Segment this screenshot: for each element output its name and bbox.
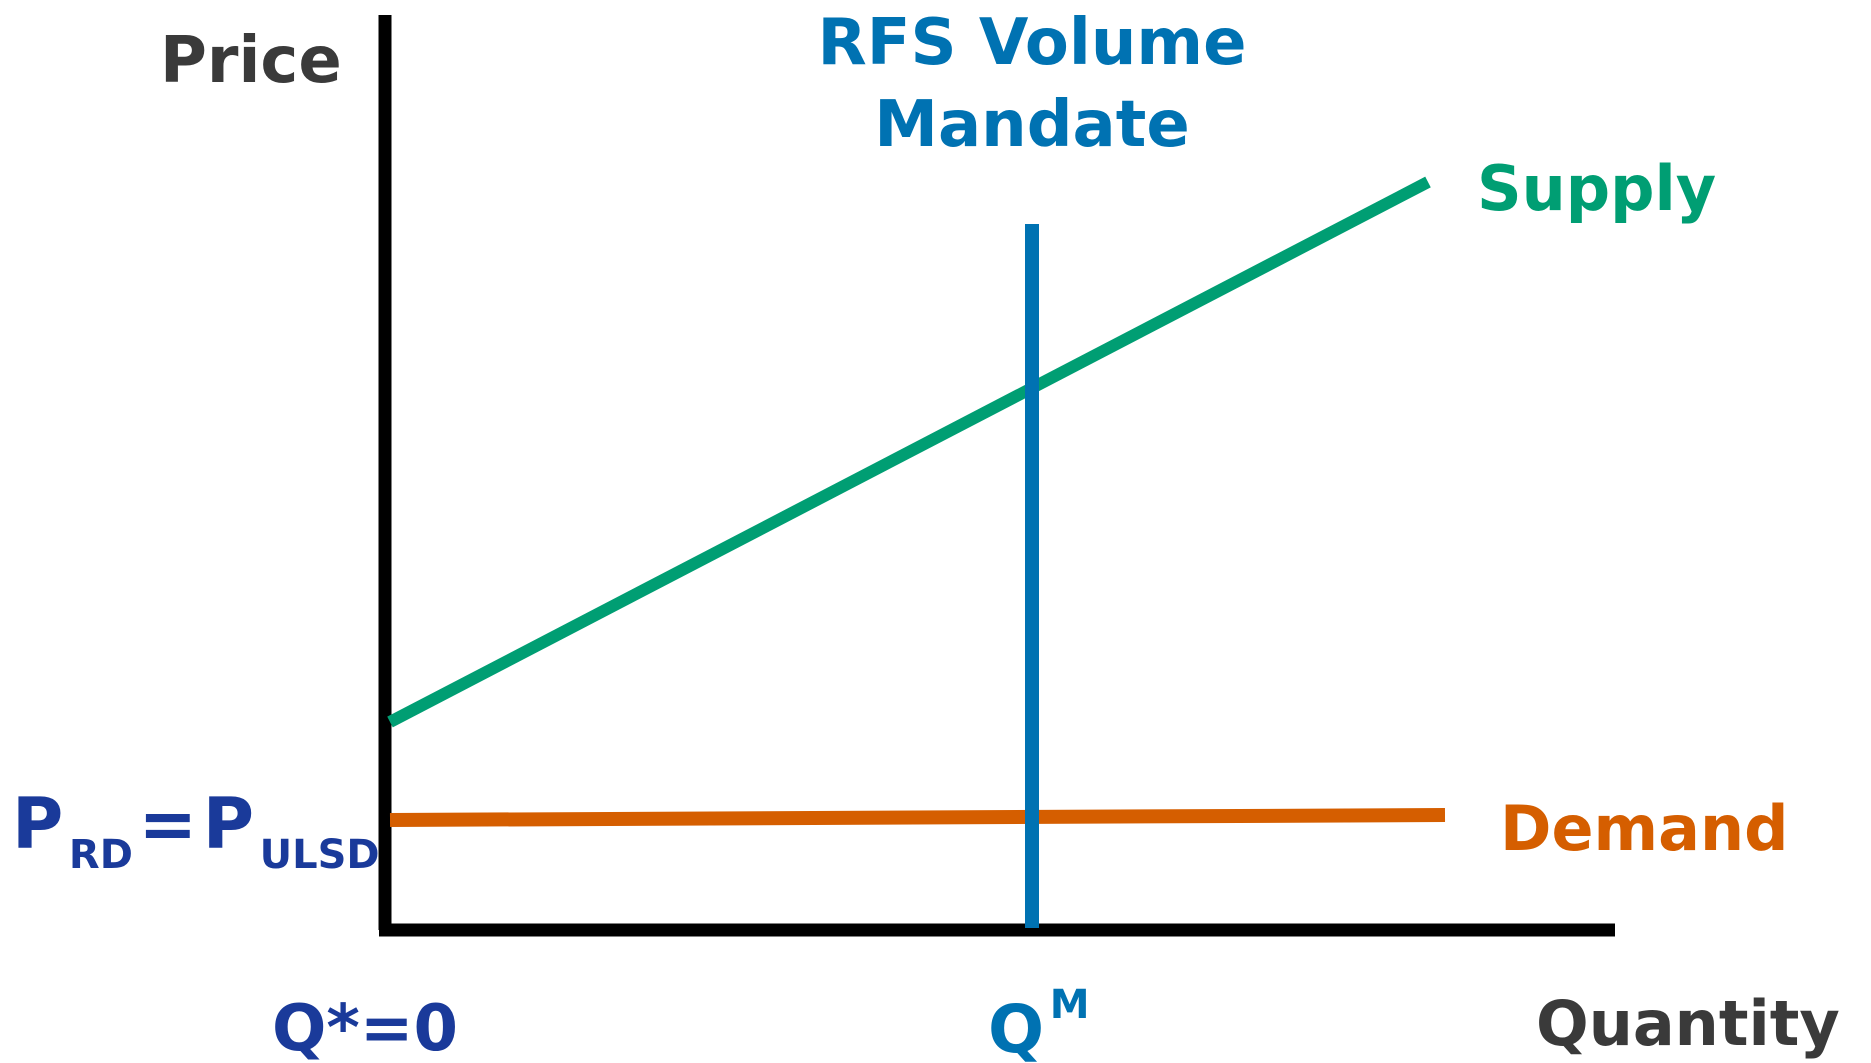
p-rd-main: P xyxy=(12,783,63,865)
demand-curve xyxy=(389,808,1446,827)
q-mandate-label: Q M xyxy=(988,982,1090,1063)
price-equality-label: P RD = P ULSD xyxy=(12,783,380,878)
q-mandate-base: Q xyxy=(988,991,1044,1063)
y-axis-label: Price xyxy=(160,24,342,98)
mandate-label-line2: Mandate xyxy=(874,88,1189,162)
demand-label: Demand xyxy=(1500,792,1788,865)
q-star-label: Q*=0 xyxy=(272,992,458,1063)
p-ulsd-main: P xyxy=(203,783,254,865)
q-mandate-superscript: M xyxy=(1050,982,1090,1028)
p-ulsd-subscript: ULSD xyxy=(260,832,380,878)
equals-sign: = xyxy=(138,783,197,865)
supply-curve xyxy=(387,176,1431,728)
supply-label: Supply xyxy=(1477,152,1716,225)
mandate-label-line1: RFS Volume xyxy=(818,6,1247,80)
x-axis-label: Quantity xyxy=(1536,987,1840,1060)
p-rd-subscript: RD xyxy=(69,832,133,878)
